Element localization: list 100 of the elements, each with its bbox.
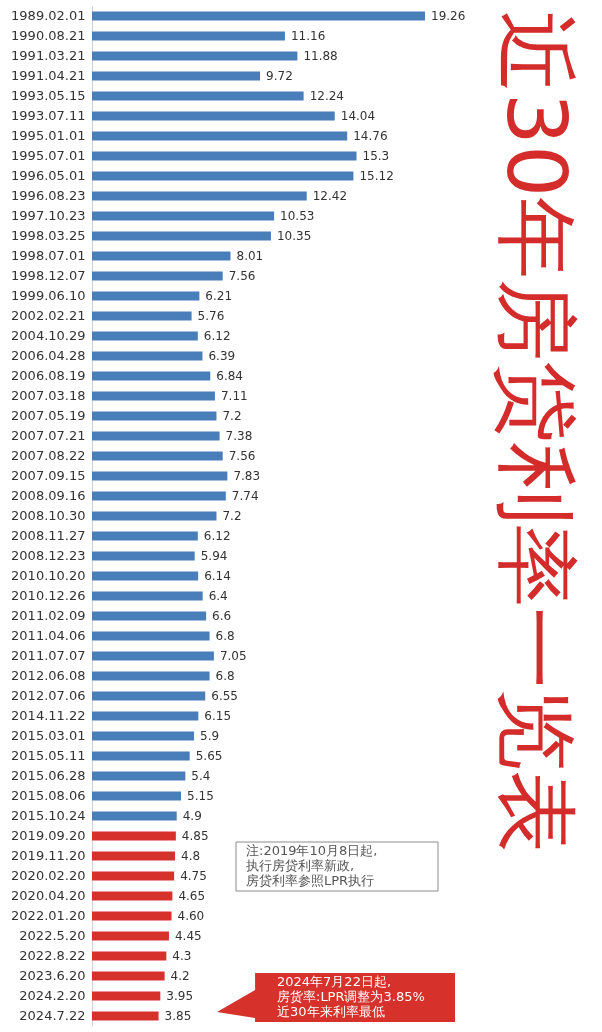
y-tick-label: 2011.07.07 xyxy=(11,648,86,663)
y-tick-label: 1991.03.21 xyxy=(11,48,86,63)
bar xyxy=(92,711,199,721)
y-tick-label: 1990.08.21 xyxy=(11,28,86,43)
data-label: 4.3 xyxy=(172,949,192,963)
y-tick-label: 1998.03.25 xyxy=(11,228,86,243)
bar xyxy=(92,511,217,521)
bar xyxy=(92,571,199,581)
y-tick-label: 1991.04.21 xyxy=(11,68,86,83)
data-label: 14.04 xyxy=(340,109,376,123)
bar xyxy=(92,691,206,701)
y-tick-label: 2015.08.06 xyxy=(11,788,86,803)
bar xyxy=(92,231,271,241)
y-tick-label: 2023.6.20 xyxy=(19,968,86,983)
bar xyxy=(92,391,215,401)
y-tick-label: 1996.05.01 xyxy=(11,168,86,183)
bar xyxy=(92,151,357,161)
bar xyxy=(92,871,175,881)
data-label: 5.4 xyxy=(191,769,211,783)
bar xyxy=(92,311,192,321)
y-tick-label: 2019.11.20 xyxy=(11,848,86,863)
bar xyxy=(92,51,298,61)
y-tick-label: 1993.07.11 xyxy=(11,108,86,123)
bar xyxy=(92,491,226,501)
data-label: 4.9 xyxy=(182,809,202,823)
y-tick-label: 2007.03.18 xyxy=(11,388,86,403)
y-tick-label: 2012.06.08 xyxy=(11,668,86,683)
y-tick-label: 2008.10.30 xyxy=(11,508,86,523)
bar xyxy=(92,591,203,601)
y-tick-label: 2011.04.06 xyxy=(11,628,86,643)
data-label: 15.12 xyxy=(359,169,394,183)
bar xyxy=(92,211,275,221)
bar xyxy=(92,351,203,361)
y-tick-label: 2010.12.26 xyxy=(11,588,86,603)
data-label: 6.84 xyxy=(216,369,243,383)
y-tick-label: 2008.12.23 xyxy=(11,548,86,563)
bar xyxy=(92,451,223,461)
annotation: 注:2019年10月8日起, 执行房贷利率新政, 房贷利率参照LPR执行 xyxy=(246,843,378,888)
y-tick-label: 2002.02.21 xyxy=(11,308,86,323)
text: 近30年房贷利率一览表 xyxy=(489,10,584,854)
bar xyxy=(92,851,175,861)
bar xyxy=(92,771,186,781)
y-tick-label: 2024.7.22 xyxy=(19,1008,86,1023)
y-tick-label: 2022.8.22 xyxy=(19,948,86,963)
annotation: 2024年7月22日起, 房货率:LPR调整为3.85% 近30年来利率最低 xyxy=(277,974,425,1019)
data-label: 3.85 xyxy=(164,1009,192,1023)
data-label: 6.12 xyxy=(203,329,231,343)
bar xyxy=(92,251,231,261)
y-tick-label: 2011.02.09 xyxy=(11,608,86,623)
y-tick-label: 2015.05.11 xyxy=(11,748,86,763)
data-label: 5.94 xyxy=(200,549,228,563)
y-tick-label: 2020.02.20 xyxy=(11,868,86,883)
y-tick-label: 1995.01.01 xyxy=(11,128,86,143)
y-tick-label: 1998.07.01 xyxy=(11,248,86,263)
bar xyxy=(92,731,195,741)
data-label: 12.42 xyxy=(312,189,348,203)
bar xyxy=(92,611,207,621)
y-tick-label: 1999.06.10 xyxy=(11,288,86,303)
y-tick-label: 1998.12.07 xyxy=(11,268,86,283)
bar xyxy=(92,71,261,81)
bar xyxy=(92,911,172,921)
y-tick-label: 1989.02.01 xyxy=(11,8,86,23)
bar xyxy=(92,91,304,101)
y-tick-label: 2006.08.19 xyxy=(11,368,86,383)
data-label: 5.9 xyxy=(200,729,220,743)
data-label: 6.55 xyxy=(211,689,238,703)
data-label: 4.8 xyxy=(180,849,201,863)
y-tick-label: 1997.10.23 xyxy=(11,208,86,223)
data-label: 7.05 xyxy=(219,649,247,663)
data-label: 7.83 xyxy=(233,469,261,483)
y-tick-label: 2010.10.20 xyxy=(11,568,86,583)
data-label: 14.76 xyxy=(353,129,388,143)
y-tick-label: 2012.07.06 xyxy=(11,688,86,703)
bar xyxy=(92,831,176,841)
data-label: 6.6 xyxy=(212,609,232,623)
bar xyxy=(92,651,214,661)
data-label: 4.2 xyxy=(170,969,190,983)
data-label: 10.53 xyxy=(280,209,315,223)
data-label: 4.45 xyxy=(174,929,202,943)
data-label: 7.11 xyxy=(220,389,248,403)
bar xyxy=(92,431,220,441)
y-tick-label: 2022.01.20 xyxy=(11,908,86,923)
bar xyxy=(92,191,307,201)
y-tick-label: 2008.11.27 xyxy=(11,528,86,543)
bar xyxy=(92,1011,159,1021)
bar xyxy=(92,791,182,801)
bar xyxy=(92,931,169,941)
y-tick-label: 2022.5.20 xyxy=(19,928,86,943)
data-label: 7.2 xyxy=(222,509,242,523)
y-tick-label: 2014.11.22 xyxy=(11,708,86,723)
bar xyxy=(92,811,177,821)
data-label: 7.38 xyxy=(225,429,253,443)
data-label: 9.72 xyxy=(266,69,293,83)
y-tick-label: 2007.05.19 xyxy=(11,408,86,423)
data-label: 6.4 xyxy=(208,589,228,603)
y-tick-label: 2008.09.16 xyxy=(11,488,86,503)
y-tick-label: 1995.07.01 xyxy=(11,148,86,163)
data-label: 4.60 xyxy=(177,909,205,923)
data-label: 4.75 xyxy=(180,869,207,883)
data-label: 7.56 xyxy=(228,449,256,463)
